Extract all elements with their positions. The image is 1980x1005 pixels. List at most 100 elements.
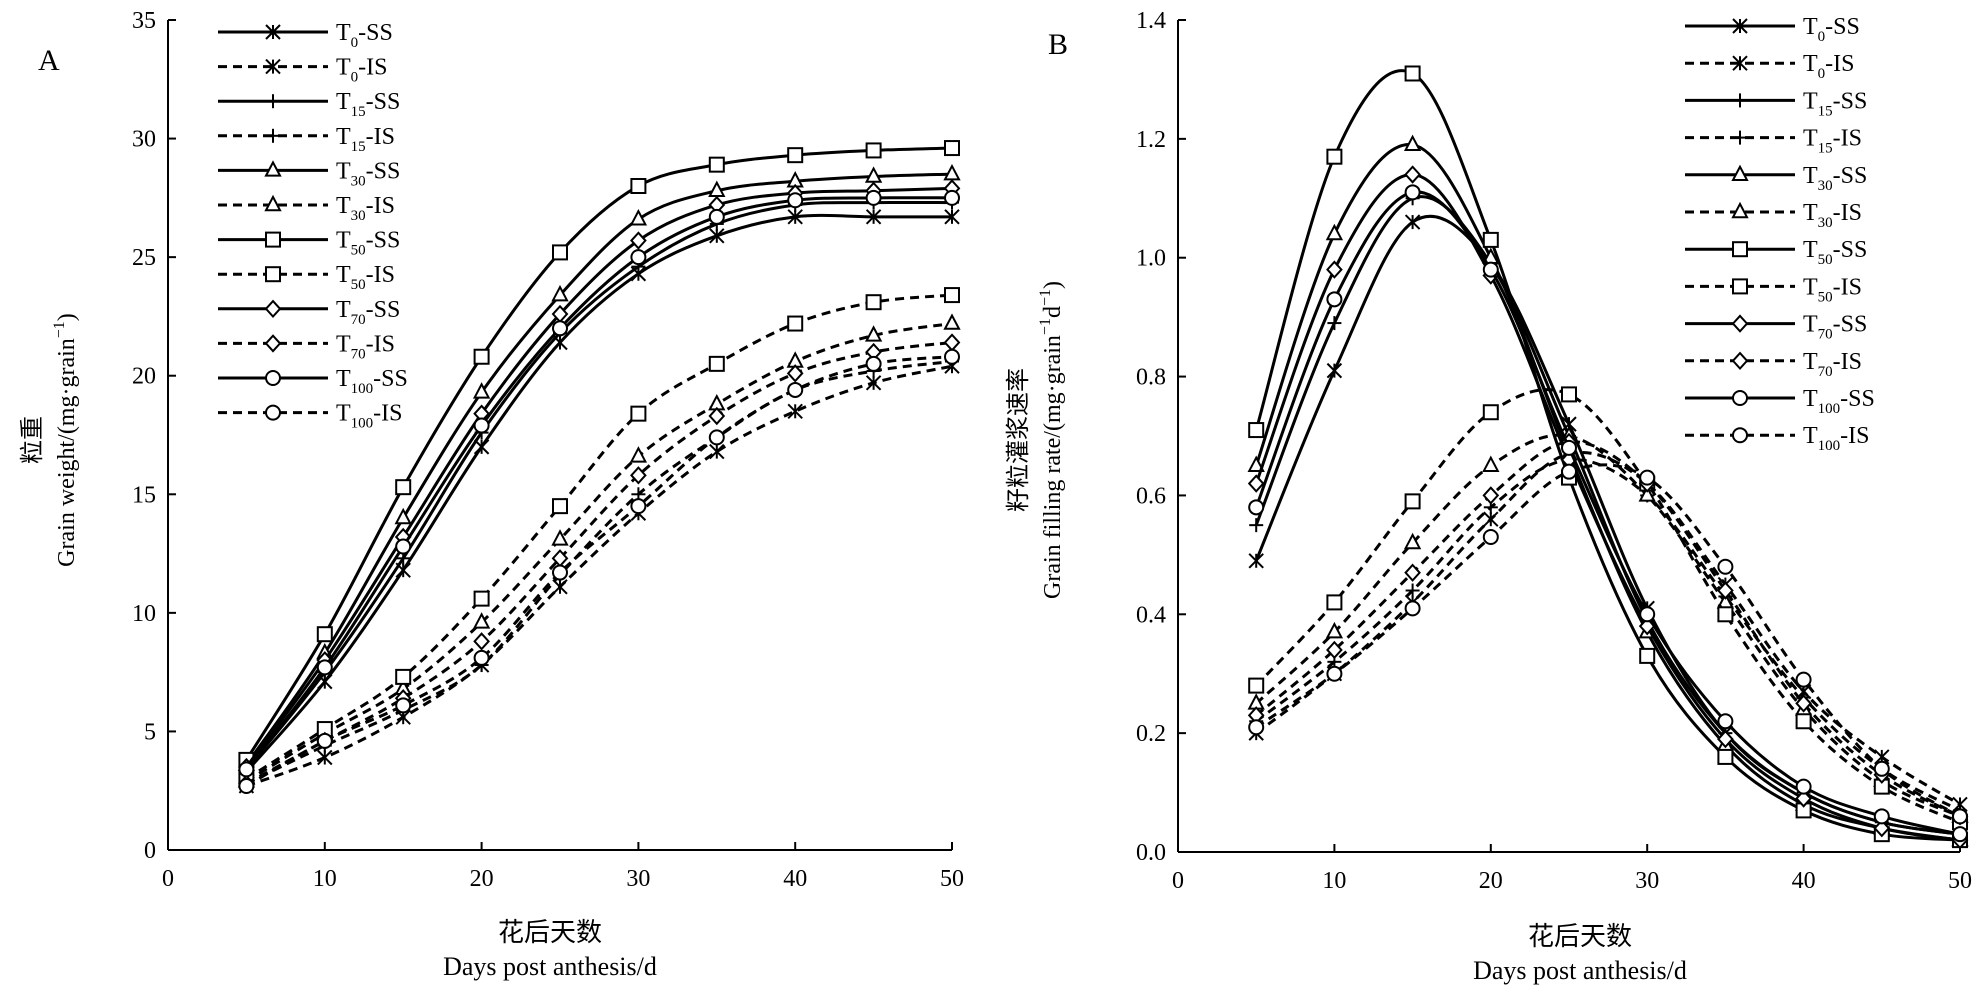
panel-b-data-point	[1248, 719, 1265, 736]
panel-a-plot-area	[237, 140, 961, 794]
panel-a-legend-entry: T30-SS	[218, 158, 400, 189]
panel-a-legend-entry: T15-SS	[218, 89, 400, 120]
panel-a-data-point	[552, 498, 568, 515]
panel-a-data-point	[552, 244, 568, 261]
panel-a-legend-entry: T50-SS	[218, 228, 400, 259]
panel-b-data-point	[1482, 455, 1500, 472]
panel-b-legend-label: T70-SS	[1803, 312, 1867, 343]
panel-b-legend-label: T15-IS	[1803, 126, 1862, 157]
panel-a-data-point	[864, 325, 883, 342]
panel-a-series-line	[245, 213, 952, 773]
panel-b-x-tick-label: 50	[1948, 868, 1972, 894]
panel-a-data-point	[708, 406, 726, 426]
panel-a-data-point	[473, 590, 490, 607]
panel-b-data-point	[1639, 647, 1656, 664]
panel-b-data-point	[1326, 148, 1343, 165]
panel-b-y-tick-label: 0.2	[1136, 721, 1166, 747]
panel-a-data-point	[787, 315, 804, 332]
panel-b-data-point	[1403, 134, 1422, 152]
panel-a-series-t50-is	[238, 287, 960, 787]
panel-b-legend-entry: T100-IS	[1685, 423, 1870, 454]
panel-b-legend-marker	[1732, 55, 1748, 71]
panel-a-legend-marker	[265, 404, 281, 421]
panel-b-legend-marker	[1731, 201, 1749, 219]
panel-a-legend-label: T100-SS	[336, 366, 408, 397]
panel-a-data-point	[943, 163, 961, 181]
panel-a-data-point	[551, 529, 569, 546]
panel-a-data-point	[708, 156, 725, 173]
panel-b-data-point	[1404, 65, 1421, 82]
panel-a-y-tick-label: 20	[132, 364, 156, 390]
panel-b-data-point	[1325, 621, 1344, 639]
panel-b-data-point	[1561, 386, 1577, 403]
panel-b-data-point	[1326, 665, 1343, 682]
panel-a-data-point	[630, 405, 647, 422]
panel-a-data-point	[708, 208, 725, 225]
panel-b-x-tick-label: 0	[1172, 868, 1184, 894]
panel-a-legend-label: T100-IS	[336, 401, 403, 432]
panel-b-legend-entry: T70-SS	[1685, 312, 1867, 343]
panel-a-data-point	[787, 147, 804, 164]
panel-a-legend-entry: T100-SS	[218, 366, 408, 397]
panel-b-series-line	[1254, 195, 1961, 836]
panel-a-y-axis-title: 粒重 Grain weight/(mg·grain−1)	[19, 313, 80, 567]
panel-a-legend-label: T50-SS	[336, 228, 400, 259]
panel-b-legend-marker	[1733, 93, 1747, 108]
panel-b-data-point	[1248, 499, 1265, 516]
panel-b-data-point	[1795, 713, 1812, 730]
panel-a-data-point	[709, 228, 725, 244]
panel-b-x-tick-label: 20	[1479, 868, 1503, 894]
panel-b-legend-marker	[1732, 390, 1748, 406]
panel-b-data-point	[1247, 455, 1265, 472]
panel-b-legend-entry: T0-IS	[1685, 51, 1855, 82]
panel-b-data-point	[1404, 214, 1421, 230]
panel-b-data-point	[1482, 486, 1500, 505]
panel-a-y-tick-label: 10	[132, 601, 156, 627]
panel-b-label: B	[1048, 28, 1068, 61]
panel-a-series-line	[245, 322, 953, 783]
panel-a-legend-entry: T70-IS	[218, 331, 395, 362]
panel-b-data-point	[1873, 819, 1891, 838]
panel-b-legend-entry: T100-SS	[1685, 386, 1875, 417]
panel-b-series-t30-is	[1247, 425, 1969, 823]
panel-b-legend-entry: T0-SS	[1685, 14, 1860, 45]
panel-a-data-point	[473, 439, 490, 455]
panel-a-series-line	[245, 172, 953, 766]
panel-b-data-point	[1482, 404, 1499, 421]
panel-a-data-point	[787, 403, 803, 419]
panel-a-data-point	[629, 209, 648, 226]
panel-a-data-point	[865, 355, 882, 372]
panel-a-series-t70-ss	[238, 179, 961, 777]
panel-a-data-point	[316, 626, 333, 643]
panel-a-legend-entry: T50-IS	[218, 262, 395, 293]
panel-b-y-tick-label: 1.4	[1136, 8, 1166, 34]
panel-b-data-point	[1717, 748, 1734, 765]
panel-a-y-tick-label: 25	[132, 245, 156, 271]
panel-b-legend-label: T100-SS	[1803, 386, 1875, 417]
panel-b-x-tick-label: 40	[1792, 868, 1816, 894]
panel-b-data-point	[1404, 563, 1421, 582]
panel-a-legend-marker	[265, 266, 281, 283]
panel-a-x-tick-label: 40	[783, 866, 807, 892]
panel-a-series-line	[245, 355, 953, 788]
panel-a-y-tick-label: 0	[144, 838, 156, 864]
panel-b-plot-area	[1247, 65, 1969, 850]
panel-b-data-point	[1717, 581, 1734, 600]
panel-b-data-point	[1873, 760, 1890, 777]
panel-a-series-t100-is	[238, 348, 960, 794]
panel-a-data-point	[473, 632, 490, 651]
panel-a-legend-marker	[264, 334, 282, 353]
panel-a-data-point	[944, 140, 960, 157]
panel-a-series-t100-ss	[238, 189, 960, 778]
panel-a-x-tick-label: 0	[162, 866, 174, 892]
panel-a-xlabel-en: Days post anthesis/d	[443, 952, 657, 981]
panel-a-data-point	[944, 287, 960, 304]
panel-a-x-tick-label: 30	[626, 866, 650, 892]
panel-b-series-line	[1255, 458, 1961, 812]
panel-a-legend-marker	[264, 160, 282, 177]
panel-b-legend-marker	[1732, 18, 1748, 34]
panel-a-data-point	[630, 231, 647, 250]
panel-b-data-point	[1248, 677, 1265, 694]
panel-a-x-tick-label: 20	[470, 866, 494, 892]
